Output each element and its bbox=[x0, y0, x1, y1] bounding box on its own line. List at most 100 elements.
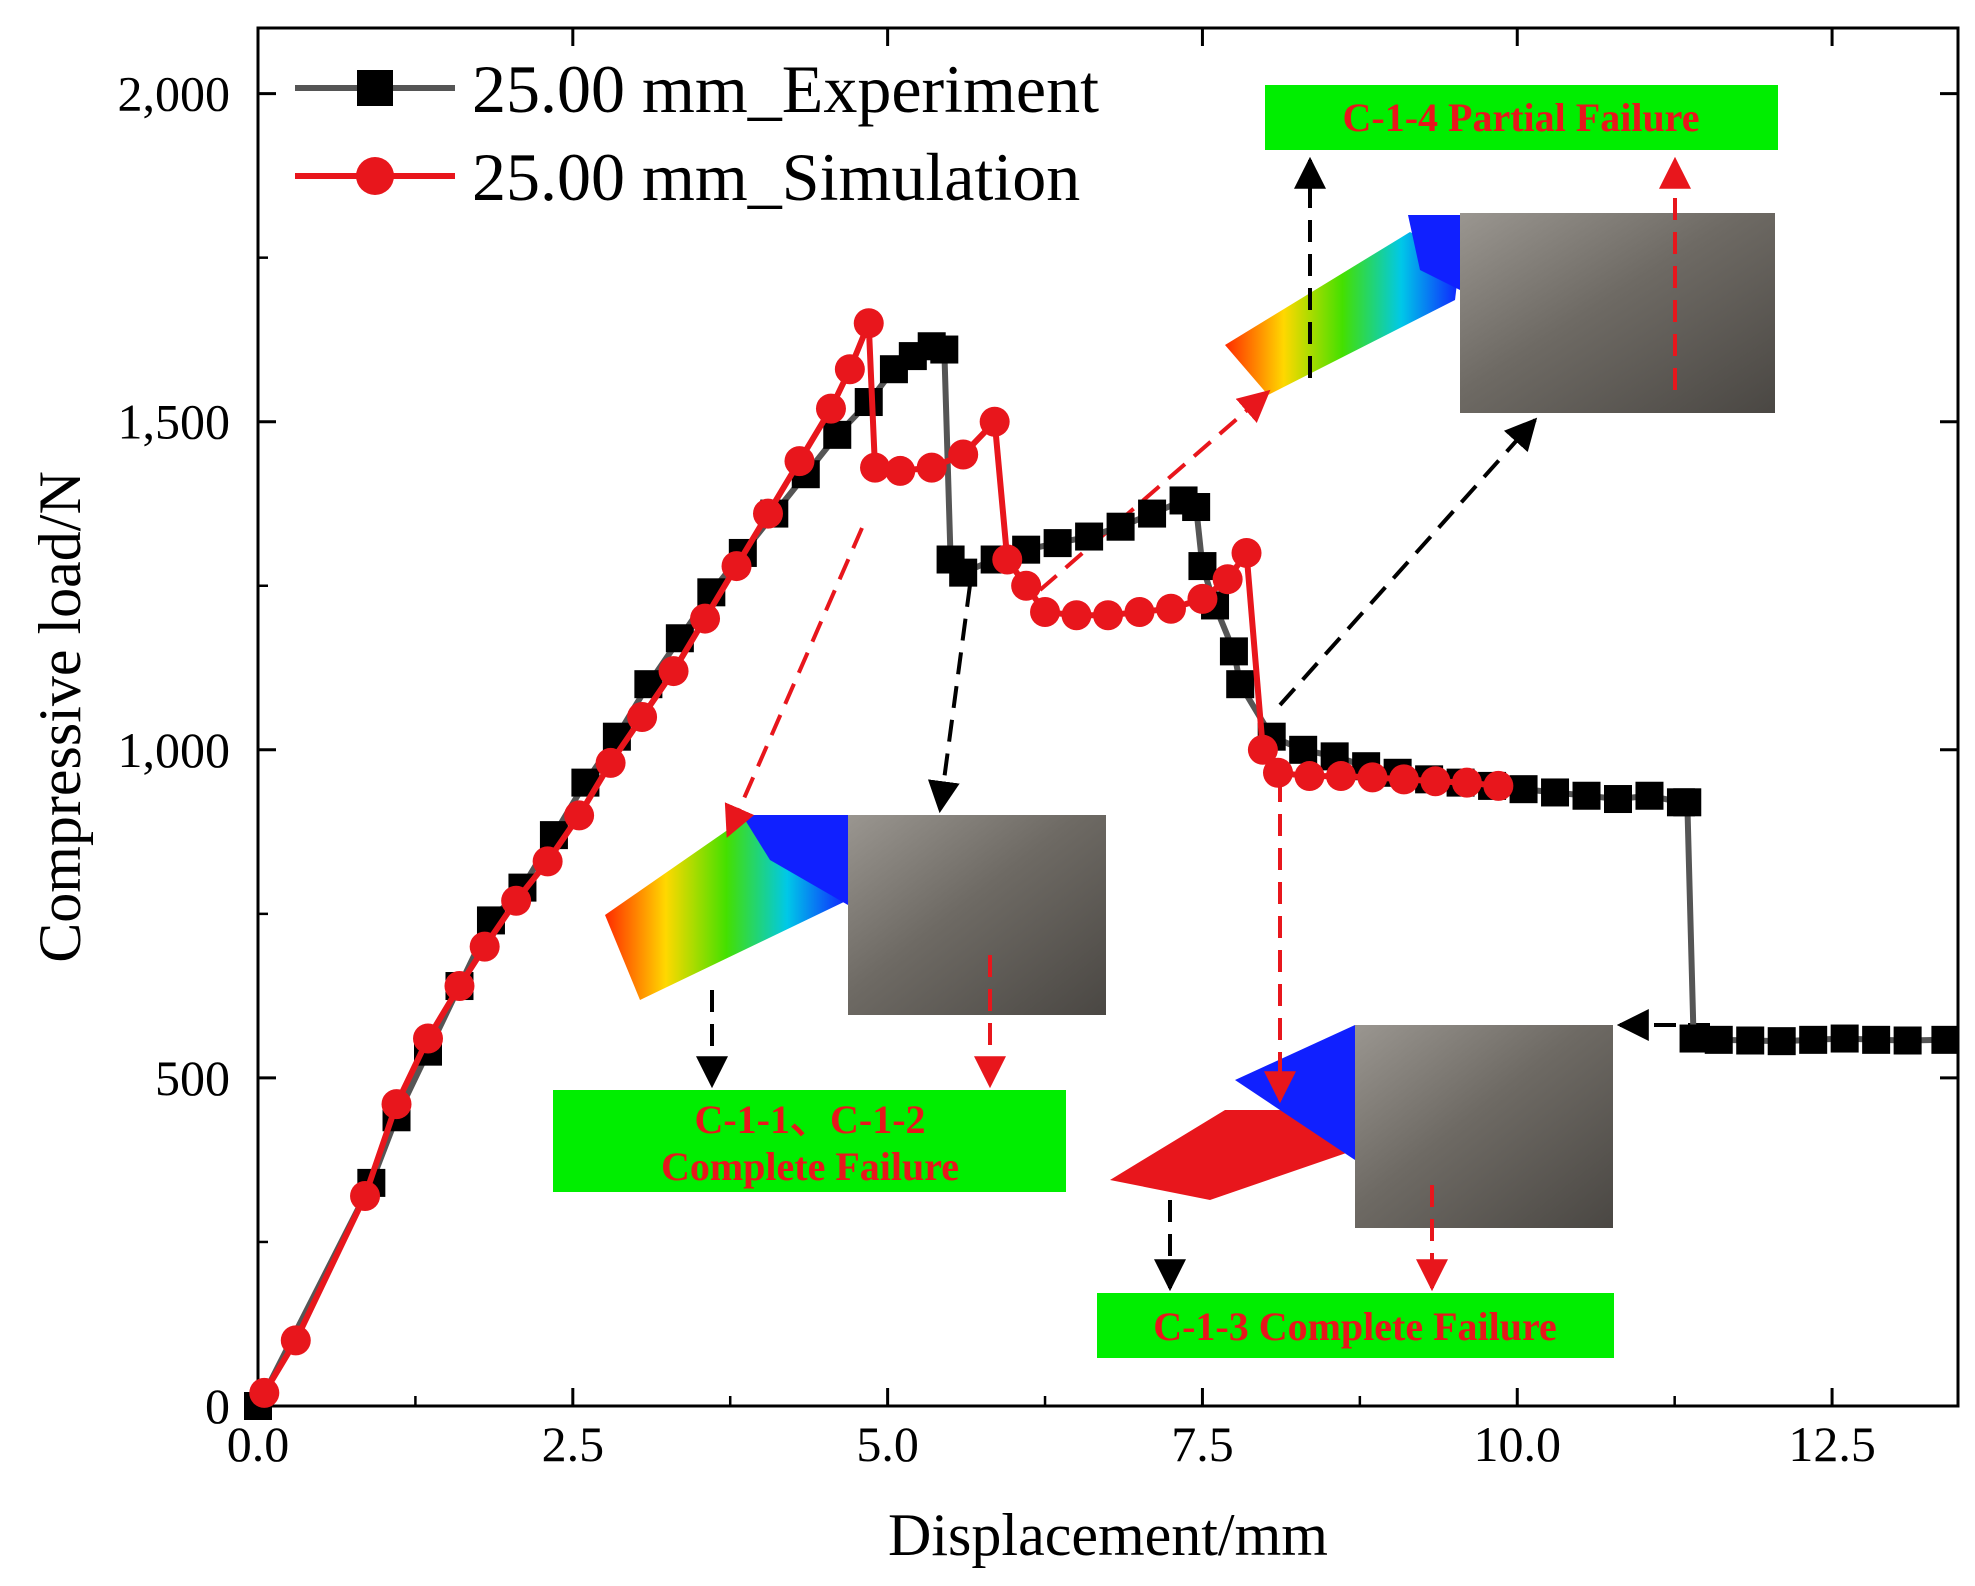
data-point bbox=[1604, 785, 1632, 814]
data-point bbox=[1830, 1024, 1859, 1053]
y-tick-label: 0 bbox=[205, 1378, 230, 1434]
data-point bbox=[1187, 583, 1218, 614]
y-tick-label: 1,500 bbox=[118, 394, 231, 450]
fe-model-c13 bbox=[1110, 1110, 1355, 1200]
data-point bbox=[815, 393, 846, 424]
data-point bbox=[1420, 766, 1451, 797]
x-tick-label: 10.0 bbox=[1474, 1416, 1562, 1472]
data-point bbox=[564, 800, 595, 831]
data-point bbox=[595, 747, 626, 778]
data-point bbox=[1325, 761, 1356, 792]
data-point bbox=[1188, 552, 1217, 581]
data-point bbox=[1289, 735, 1318, 764]
data-point bbox=[280, 1325, 311, 1356]
data-point bbox=[1212, 564, 1243, 595]
data-point bbox=[1075, 522, 1104, 551]
data-point bbox=[381, 1089, 412, 1120]
data-point bbox=[627, 702, 658, 732]
data-point bbox=[979, 406, 1010, 437]
data-point bbox=[949, 558, 978, 587]
x-axis-title: Displacement/mm bbox=[888, 1502, 1328, 1568]
inset-c11-c12 bbox=[605, 815, 1106, 1015]
data-point bbox=[350, 1181, 381, 1212]
annotation-arrows bbox=[696, 156, 1710, 1292]
legend-item-simulation: 25.00 mm_Simulation bbox=[295, 139, 1080, 215]
data-point bbox=[1263, 757, 1293, 788]
data-point bbox=[834, 354, 865, 385]
data-point bbox=[1679, 1024, 1708, 1053]
arrow-black-to-c11-photo bbox=[927, 584, 972, 814]
data-point bbox=[1093, 600, 1123, 631]
arrow-black-to-c14-photo bbox=[1278, 417, 1538, 707]
data-point bbox=[1704, 1025, 1733, 1054]
series-layer bbox=[244, 308, 1960, 1420]
data-point bbox=[1357, 762, 1388, 793]
data-point bbox=[1155, 593, 1186, 624]
annotation-c13: C-1-3 Complete Failure bbox=[1097, 1293, 1614, 1358]
data-point bbox=[249, 1377, 280, 1408]
data-point bbox=[1219, 637, 1248, 666]
data-point bbox=[1388, 764, 1419, 795]
data-point bbox=[1799, 1025, 1828, 1054]
data-point bbox=[1030, 597, 1061, 628]
legend-label-simulation: 25.00 mm_Simulation bbox=[472, 139, 1080, 215]
data-point bbox=[1011, 570, 1042, 601]
x-tick-label: 2.5 bbox=[542, 1416, 605, 1472]
annotation-c13-box bbox=[1097, 1293, 1614, 1358]
arrow-red-to-c14-fe bbox=[1038, 389, 1271, 592]
fe-model-c14-block bbox=[1408, 215, 1460, 290]
photo-c14 bbox=[1460, 213, 1775, 413]
y-axis-tick-labels: 0 500 1,000 1,500 2,000 bbox=[118, 66, 231, 1434]
y-tick-label: 1,000 bbox=[118, 722, 231, 778]
data-point bbox=[1635, 781, 1664, 810]
fe-model-c11-block bbox=[742, 815, 848, 905]
data-point bbox=[823, 420, 852, 449]
arrow-red-to-c11-fe bbox=[724, 527, 864, 838]
data-point bbox=[1541, 778, 1570, 807]
data-point bbox=[1138, 499, 1167, 528]
legend: 25.00 mm_Experiment 25.00 mm_Simulation bbox=[295, 51, 1099, 215]
data-point bbox=[1767, 1027, 1796, 1056]
data-point bbox=[1231, 537, 1262, 568]
data-point bbox=[1247, 734, 1278, 765]
data-point bbox=[860, 452, 891, 483]
annotation-c14-box bbox=[1265, 85, 1778, 150]
annotation-c14-text: C-1-4 Partial Failure bbox=[1343, 95, 1700, 140]
data-point bbox=[1226, 670, 1255, 699]
data-point bbox=[853, 308, 884, 339]
data-point bbox=[784, 446, 815, 477]
data-point bbox=[992, 544, 1023, 575]
annotation-c11-c12-box bbox=[553, 1090, 1066, 1192]
data-point bbox=[1043, 529, 1072, 558]
data-point bbox=[1862, 1025, 1891, 1054]
data-point bbox=[916, 452, 947, 483]
annotation-c11-c12-line1: C-1-1、C-1-2 bbox=[694, 1097, 925, 1142]
data-point bbox=[885, 455, 916, 486]
data-point bbox=[1451, 767, 1482, 798]
y-axis-title: Compressive load/N bbox=[27, 471, 93, 963]
legend-label-experiment: 25.00 mm_Experiment bbox=[472, 51, 1099, 127]
data-point bbox=[532, 846, 563, 877]
data-point bbox=[1931, 1025, 1960, 1054]
data-point bbox=[1893, 1026, 1922, 1055]
inset-c14 bbox=[1225, 213, 1775, 413]
x-tick-label: 5.0 bbox=[856, 1416, 919, 1472]
legend-marker-experiment bbox=[357, 70, 393, 106]
y-tick-label: 500 bbox=[155, 1050, 230, 1106]
annotation-c13-text: C-1-3 Complete Failure bbox=[1153, 1304, 1557, 1349]
data-point bbox=[1509, 775, 1538, 804]
x-tick-label: 0.0 bbox=[227, 1416, 290, 1472]
series-simulation bbox=[249, 308, 1514, 1408]
data-point bbox=[930, 335, 959, 364]
legend-marker-simulation bbox=[356, 157, 394, 195]
annotation-c11-c12-line2: Complete Failure bbox=[661, 1144, 959, 1189]
data-point bbox=[1294, 761, 1325, 792]
x-axis-tick-labels: 0.0 2.5 5.0 7.5 10.0 12.5 bbox=[227, 1416, 1876, 1472]
y-tick-label: 2,000 bbox=[118, 66, 231, 122]
data-point bbox=[1182, 493, 1211, 522]
data-point bbox=[753, 498, 783, 529]
data-point bbox=[690, 603, 721, 634]
x-tick-label: 7.5 bbox=[1171, 1416, 1234, 1472]
data-point bbox=[444, 971, 475, 1002]
data-point bbox=[469, 931, 500, 962]
